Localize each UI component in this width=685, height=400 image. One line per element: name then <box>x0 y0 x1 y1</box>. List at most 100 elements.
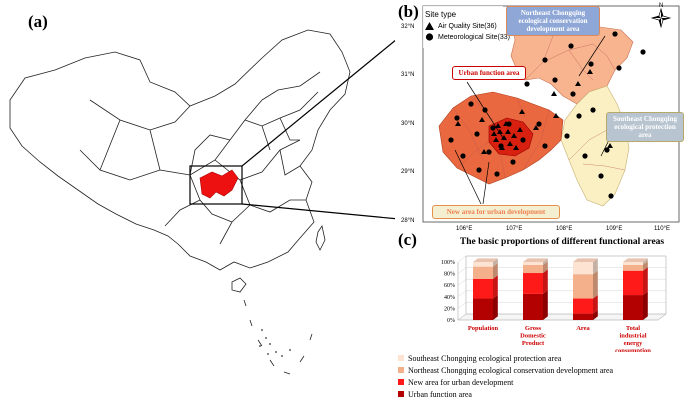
legend-label: Southeast Chongqing ecological protectio… <box>408 353 562 363</box>
legend-swatch <box>398 367 404 373</box>
chart-bars <box>473 258 648 320</box>
legend-label-air: Air Quality Site(36) <box>438 22 497 30</box>
bar-segment <box>473 262 493 267</box>
chart-title: The basic proportions of different funct… <box>460 237 665 247</box>
lon-label: 110°E <box>654 226 670 232</box>
legend-item-new-area: New area for urban development <box>398 376 613 388</box>
bar-segment <box>473 278 493 299</box>
province-borders <box>79 71 321 245</box>
legend-title: Site type <box>425 10 457 19</box>
bar-top <box>523 258 548 262</box>
lon-label: 108°E <box>556 226 572 232</box>
bar-segment-side <box>543 290 548 320</box>
x-tick-label: Area <box>576 325 590 332</box>
legend-bg <box>423 6 503 48</box>
bar-segment <box>623 264 643 271</box>
bar-segment-side <box>493 263 498 279</box>
y-tick-label: 60% <box>444 283 455 289</box>
lon-label: 109°E <box>606 226 622 232</box>
inset-box <box>189 165 243 205</box>
callout-southeast: Southeast Chongqing ecological protectio… <box>606 112 684 143</box>
x-tick-label: Population <box>468 325 499 332</box>
air-quality-sites <box>455 69 613 154</box>
bar-segment-side <box>593 310 598 320</box>
china-map <box>9 29 395 375</box>
bar-segment <box>573 298 593 314</box>
bar-segment-side <box>493 275 498 299</box>
y-tick-label: 20% <box>444 306 455 312</box>
bar-segment-side <box>643 291 648 320</box>
legend-swatch <box>398 355 404 361</box>
legend-item-air: Air Quality Site(36) <box>425 22 510 30</box>
grid-line <box>457 255 467 263</box>
bar-segment-side <box>543 269 548 294</box>
bar-segment-side <box>593 270 598 299</box>
bar-segment-side <box>543 261 548 274</box>
panel-label-c: (c) <box>398 230 417 249</box>
meteorological-sites <box>448 13 646 199</box>
legend-item-northeast: Northeast Chongqing ecological conservat… <box>398 364 613 376</box>
lat-label: 30°N <box>401 121 414 127</box>
bar-segment <box>523 264 543 274</box>
bar-segment <box>473 266 493 279</box>
bar-segment <box>573 313 593 320</box>
bar-segment-side <box>493 294 498 320</box>
bar-segment <box>623 262 643 265</box>
legend-label: Urban function area <box>408 389 472 399</box>
callout-new-area: New area for urban development <box>432 205 560 220</box>
bar-segment-side <box>643 258 648 265</box>
x-axis-labels: Population Gross Domestic Product Area Total i… <box>468 325 651 352</box>
grid-line <box>457 279 467 286</box>
panel-label-b: (b) <box>398 2 419 21</box>
circle-icon <box>425 33 434 41</box>
triangle-icon <box>425 22 434 30</box>
inset-connector-lines <box>241 39 395 220</box>
lon-label: 106°E <box>456 226 472 232</box>
bar-segment <box>573 274 593 299</box>
legend-item-southeast: Southeast Chongqing ecological protectio… <box>398 352 613 364</box>
grid-line <box>457 267 467 274</box>
legend-swatch <box>398 391 404 397</box>
bar-segment <box>523 262 543 265</box>
bar-top <box>573 258 598 262</box>
proportions-chart: The basic proportions of different funct… <box>441 237 667 352</box>
bar-segment <box>473 298 493 320</box>
island-taiwan <box>315 224 326 251</box>
bar-top <box>623 258 648 262</box>
china-outline <box>9 29 351 271</box>
bar-segment-side <box>643 267 648 296</box>
legend-item-met: Meteorological Site(33) <box>425 33 510 41</box>
legend-label: New area for urban development <box>408 377 514 387</box>
callout-northeast: Northeast Chongqing ecological conservat… <box>506 6 600 37</box>
lat-label: 29°N <box>401 169 414 175</box>
lon-label: 107°E <box>506 226 522 232</box>
chongqing-highlight <box>199 169 239 199</box>
legend-label-met: Meteorological Site(33) <box>438 33 510 41</box>
x-tick-label: Gross Domestic Product <box>520 325 546 347</box>
compass-icon: N <box>650 3 672 29</box>
legend-label: Northeast Chongqing ecological conservat… <box>408 365 614 375</box>
grid-line <box>457 302 467 309</box>
chart-legend: Southeast Chongqing ecological protectio… <box>398 352 613 400</box>
y-tick-label: 40% <box>444 295 455 301</box>
bar-segment <box>523 273 543 294</box>
bar-segment-side <box>593 258 598 275</box>
legend-swatch <box>398 379 404 385</box>
bar-segment <box>623 270 643 296</box>
south-sea-dashes <box>243 299 313 375</box>
bar-segment <box>623 295 643 320</box>
south-sea-islands <box>259 329 291 357</box>
bar-segment-side <box>543 258 548 265</box>
bar-segment <box>573 262 593 275</box>
bar-segment-side <box>493 258 498 267</box>
lat-label: 32°N <box>401 24 414 30</box>
bar-segment-side <box>593 294 598 314</box>
bar-top <box>473 258 498 262</box>
y-tick-label: 80% <box>444 272 455 278</box>
panel-label-a: (a) <box>28 12 48 31</box>
y-tick-label: 100% <box>441 260 455 266</box>
y-tick-label: 0% <box>447 318 455 324</box>
legend-item-urban: Urban function area <box>398 388 613 400</box>
lat-label: 31°N <box>401 72 414 78</box>
grid-line <box>457 313 467 321</box>
